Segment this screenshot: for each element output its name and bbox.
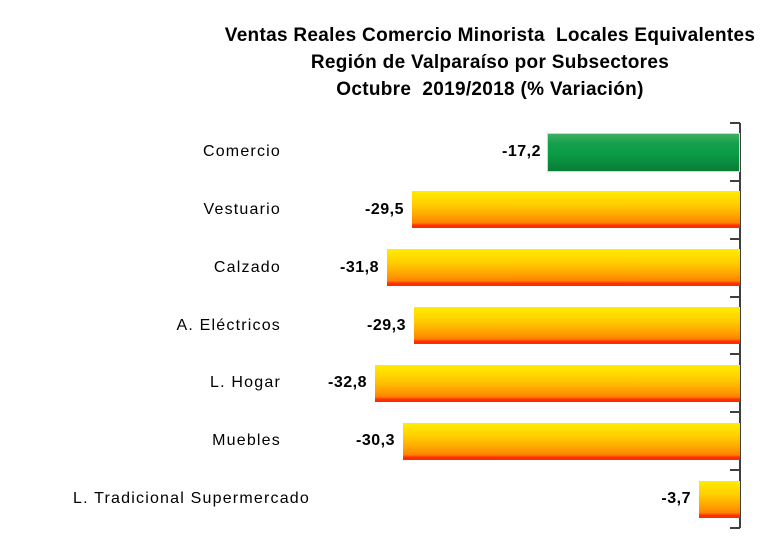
bar-l-hogar (375, 364, 740, 402)
value-label-calzado: -31,8 (340, 258, 379, 276)
category-label-muebles: Muebles (212, 432, 281, 450)
chart-title-line-3: Octubre 2019/2018 (% Variación) (336, 79, 644, 100)
bar-a-electricos (414, 307, 740, 344)
category-label-l-tradicional-supermercado: L. Tradicional Supermercado (73, 490, 310, 508)
chart-title-line-1: Ventas Reales Comercio Minorista Locales… (224, 25, 756, 46)
value-label-muebles: -30,3 (356, 432, 395, 450)
value-label-comercio: -17,2 (502, 143, 541, 160)
axis-tick (730, 295, 740, 298)
axis-tick (730, 353, 740, 356)
axis-tick (730, 122, 740, 124)
category-label-comercio: Comercio (202, 143, 281, 160)
chart-title: Ventas Reales Comercio Minorista Locales… (196, 22, 784, 103)
bar-calzado (387, 249, 740, 287)
value-axis-line (739, 123, 741, 528)
value-label-l-tradicional-supermercado: -3,7 (661, 490, 691, 508)
value-label-a-electricos: -29,3 (367, 316, 406, 334)
value-label-vestuario: -29,5 (365, 200, 404, 218)
axis-tick (730, 179, 740, 182)
category-label-vestuario: Vestuario (203, 200, 281, 218)
axis-tick (730, 411, 740, 414)
bar-vestuario (412, 191, 740, 229)
axis-tick (730, 237, 740, 240)
bar-muebles (403, 422, 740, 460)
chart-title-line-2: Región de Valparaíso por Subsectores (310, 52, 670, 73)
value-label-l-hogar: -32,8 (328, 374, 367, 392)
bar-l-tradicional-supermercado (699, 480, 740, 518)
category-label-l-hogar: L. Hogar (210, 374, 281, 392)
axis-tick (730, 469, 740, 472)
category-label-calzado: Calzado (213, 258, 281, 276)
category-label-a-electricos: A. Eléctricos (176, 316, 281, 334)
bar-comercio (547, 133, 740, 173)
axis-tick (730, 527, 740, 529)
